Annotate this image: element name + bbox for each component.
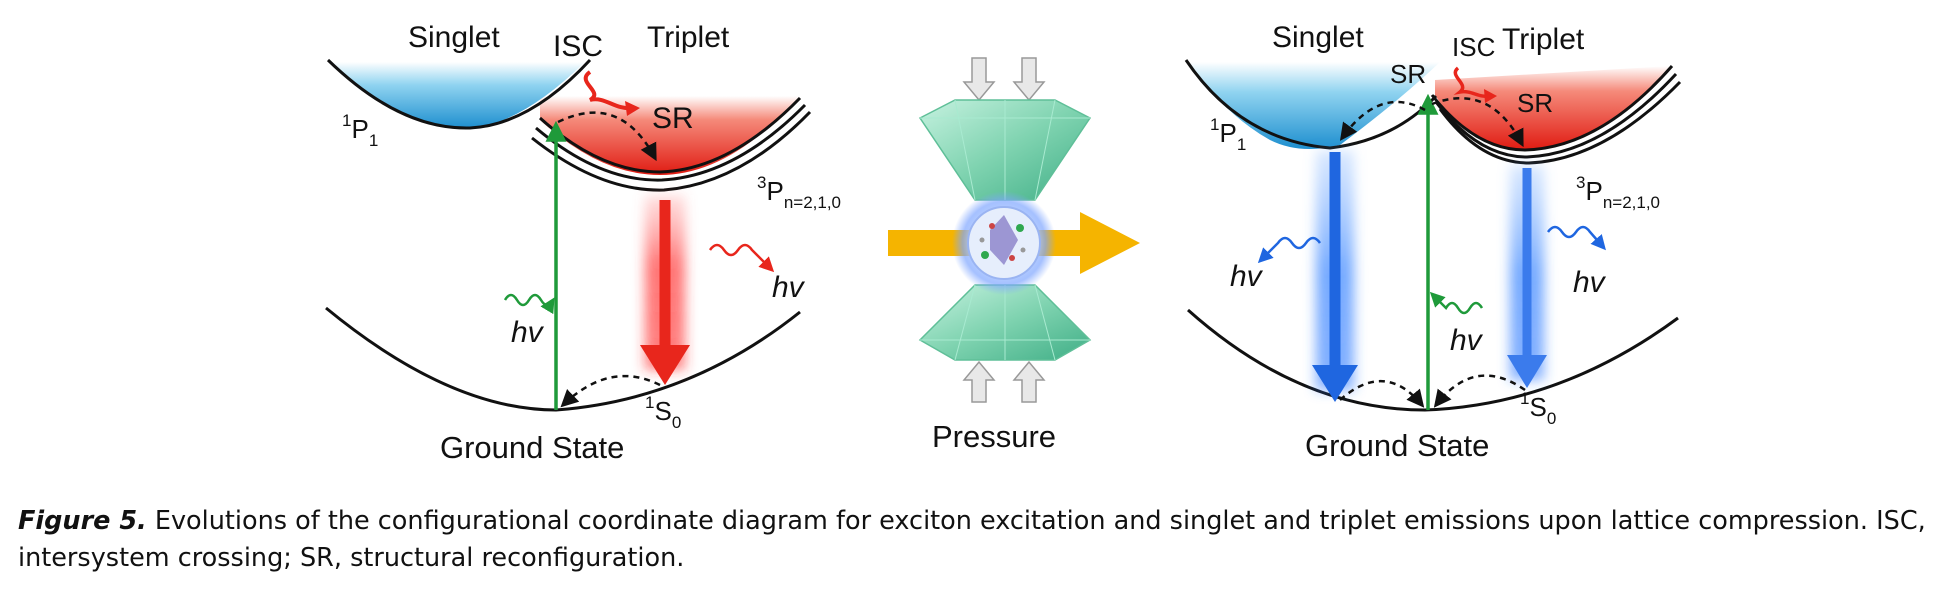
left-ground-state-label: Ground State	[440, 430, 624, 465]
caption-text: Evolutions of the configurational coordi…	[18, 506, 1926, 573]
right-ground-curve	[1187, 308, 1679, 412]
left-triplet-label: Triplet	[647, 21, 730, 54]
left-hv-excite-label: hv	[511, 316, 545, 349]
pressure-down-arrows-icon	[962, 57, 1046, 102]
figure-diagram: Singlet Triplet ISC SR 1P1 3Pn=2,1,0 1S0…	[325, 21, 1682, 465]
right-p3-label: 3Pn=2,1,0	[1576, 173, 1660, 212]
right-photon-green-icon	[1429, 291, 1484, 315]
right-hv-singlet-label: hv	[1230, 260, 1264, 293]
left-p3-label: 3Pn=2,1,0	[757, 173, 841, 212]
right-hv-triplet-label: hv	[1573, 266, 1607, 299]
left-singlet-label: Singlet	[408, 21, 500, 54]
left-isc-label: ISC	[553, 30, 603, 63]
right-panel: Singlet Triplet ISC SR SR 1P1 3Pn=2,1,0 …	[1184, 21, 1682, 463]
right-sr-right-label: SR	[1517, 88, 1553, 118]
left-ground-curve	[325, 306, 801, 412]
right-sr-left-label: SR	[1390, 59, 1426, 89]
right-ground-left-dashed-arrow	[1339, 379, 1425, 408]
center-pressure-graphic: Pressure	[888, 57, 1140, 454]
right-triplet-emission-arrow	[1507, 355, 1547, 388]
left-sr-label: SR	[652, 102, 694, 135]
right-isc-arrow	[1453, 66, 1491, 99]
left-photon-green-icon	[503, 293, 555, 315]
right-singlet-well	[1188, 62, 1440, 149]
left-ground-dashed-arrow	[560, 374, 661, 408]
figure-caption: Figure 5. Evolutions of the configuratio…	[18, 503, 1943, 577]
left-singlet-well	[330, 62, 585, 129]
pressure-label: Pressure	[932, 419, 1056, 454]
right-ground-right-dashed-arrow	[1433, 374, 1526, 408]
left-isc-arrow	[583, 70, 633, 111]
left-panel: Singlet Triplet ISC SR 1P1 3Pn=2,1,0 1S0…	[325, 21, 841, 465]
right-singlet-label: Singlet	[1272, 21, 1364, 54]
right-s0-label: 1S0	[1520, 389, 1556, 428]
left-triplet-well	[540, 96, 800, 175]
left-s0-label: 1S0	[645, 393, 681, 432]
left-photon-red-icon	[708, 243, 775, 273]
left-sr-dashed-arrow	[557, 111, 657, 162]
right-triplet-well	[1435, 66, 1670, 150]
right-photon-blue-right-icon	[1546, 225, 1606, 251]
left-p1-label: 1P1	[342, 111, 378, 150]
right-hv-excite-label: hv	[1450, 324, 1484, 357]
pressure-up-arrows-icon	[962, 360, 1046, 403]
left-red-emission-arrow	[640, 345, 690, 385]
right-sr-right-dashed-arrow	[1431, 96, 1524, 148]
right-triplet-label: Triplet	[1502, 23, 1585, 56]
right-singlet-emission-arrow	[1312, 365, 1358, 402]
right-photon-blue-left-icon	[1257, 236, 1322, 264]
right-p1-label: 1P1	[1210, 115, 1246, 154]
right-isc-label: ISC	[1452, 32, 1495, 62]
left-hv-emit-label: hv	[772, 271, 806, 304]
caption-label: Figure 5.	[18, 506, 147, 536]
right-sr-left-dashed-arrow	[1339, 100, 1426, 141]
right-ground-state-label: Ground State	[1305, 428, 1489, 463]
